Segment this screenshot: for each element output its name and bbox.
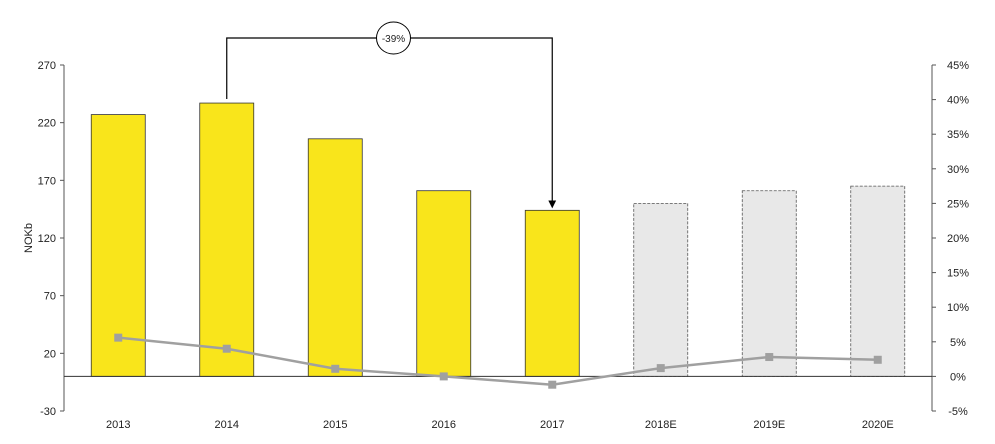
y-axis-title: NOKb xyxy=(23,223,35,253)
bar-2014 xyxy=(199,102,255,377)
left-tick-label: 270 xyxy=(38,60,56,72)
growth-point-2016 xyxy=(439,372,448,381)
x-tick-label: 2013 xyxy=(106,419,130,431)
left-tick-label: 70 xyxy=(44,291,56,303)
growth-line xyxy=(118,336,878,386)
right-tick-label: 35% xyxy=(947,129,969,141)
x-tick-label: 2016 xyxy=(432,419,456,431)
growth-point-2018E xyxy=(656,364,665,373)
change-bracket xyxy=(226,37,557,209)
bar-2016 xyxy=(416,190,472,377)
left-tick-label: 170 xyxy=(38,175,56,187)
growth-point-2020E xyxy=(873,355,882,364)
x-tick-label: 2019E xyxy=(753,419,785,431)
bars-layer xyxy=(90,102,906,377)
bar-2019E xyxy=(741,190,797,377)
change-circle xyxy=(376,21,411,55)
right-tick-label: 5% xyxy=(950,337,966,349)
bar-2020E xyxy=(850,185,906,377)
right-tick-label: 30% xyxy=(947,164,969,176)
left-tick-label: 20 xyxy=(44,348,56,360)
right-tick-label: 20% xyxy=(947,233,969,245)
bar-2015 xyxy=(307,138,363,377)
growth-point-2019E xyxy=(765,353,774,362)
right-tick-label: 25% xyxy=(947,198,969,210)
right-tick-label: 10% xyxy=(947,302,969,314)
right-tick-label: 40% xyxy=(947,95,969,107)
bar-2013 xyxy=(90,114,146,377)
growth-point-2013 xyxy=(114,333,123,342)
bar-2018E xyxy=(633,202,689,377)
left-tick-label: -30 xyxy=(40,406,56,418)
right-tick-label: -5% xyxy=(948,406,968,418)
x-tick-label: 2018E xyxy=(645,419,677,431)
x-tick-label: 2015 xyxy=(323,419,347,431)
right-tick-label: 45% xyxy=(947,60,969,72)
x-tick-label: 2017 xyxy=(540,419,564,431)
growth-point-2017 xyxy=(548,380,557,389)
left-tick-label: 120 xyxy=(38,233,56,245)
left-tick-label: 220 xyxy=(38,118,56,130)
x-tick-label: 2014 xyxy=(215,419,239,431)
change-label: -39% xyxy=(382,34,405,45)
line-layer xyxy=(114,333,882,389)
bar-2017 xyxy=(524,209,580,377)
axes-layer: 270 220 170 120 70 20 -30 45% 40% 35% 30% 25% 20% 15%… xyxy=(23,60,969,431)
growth-point-2015 xyxy=(331,364,340,373)
right-tick-label: 0% xyxy=(950,371,966,383)
growth-point-2014 xyxy=(222,344,231,353)
annotation-layer: -39% xyxy=(226,21,557,209)
right-tick-label: 15% xyxy=(947,268,969,280)
x-tick-label: 2020E xyxy=(862,419,894,431)
